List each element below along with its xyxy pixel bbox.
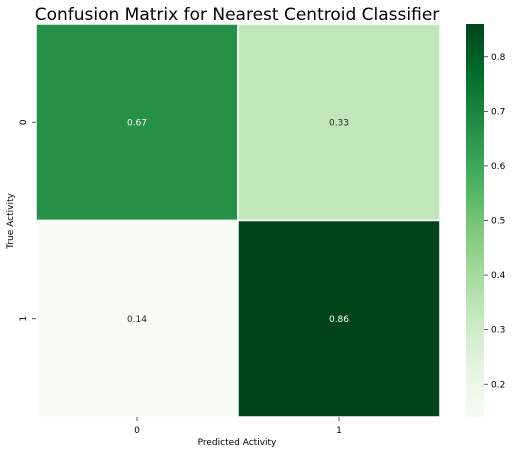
colorbar-gradient [466,24,484,417]
heatmap-annotations: 0.67 0.33 0.14 0.86 [127,118,349,325]
colorbar [466,24,484,417]
colorbar-tick-label-3: 0.5 [491,217,505,227]
cell-annotation-0-0: 0.67 [127,118,147,128]
colorbar-tick-label-4: 0.6 [491,162,506,172]
colorbar-ticks: 0.2 0.3 0.4 0.5 0.6 0.7 0.8 [484,53,506,390]
heatmap-cell-1-1 [237,219,441,418]
heatmap-cell-0-0 [35,23,239,222]
colorbar-tick-label-6: 0.8 [491,53,506,63]
x-axis-label: Predicted Activity [198,438,277,448]
colorbar-tick-label-0: 0.2 [491,380,505,390]
cell-annotation-0-1: 0.33 [329,118,349,128]
cell-annotation-1-1: 0.86 [329,315,349,325]
heatmap-cells [35,23,441,418]
heatmap-cell-0-1 [237,23,441,222]
colorbar-tick-label-2: 0.4 [491,271,506,281]
cell-annotation-1-0: 0.14 [127,315,147,325]
y-tick-label-1: 1 [19,316,29,322]
heatmap-cell-1-0 [35,219,239,418]
y-axis-ticks: 01 [19,119,36,322]
x-tick-label-0: 0 [134,426,140,436]
chart-title: Confusion Matrix for Nearest Centroid Cl… [35,5,440,25]
colorbar-tick-label-1: 0.3 [491,326,505,336]
colorbar-tick-label-5: 0.7 [491,107,505,117]
y-tick-label-0: 0 [19,119,29,125]
x-tick-label-1: 1 [336,426,342,436]
y-axis-label: True Activity [6,193,16,250]
